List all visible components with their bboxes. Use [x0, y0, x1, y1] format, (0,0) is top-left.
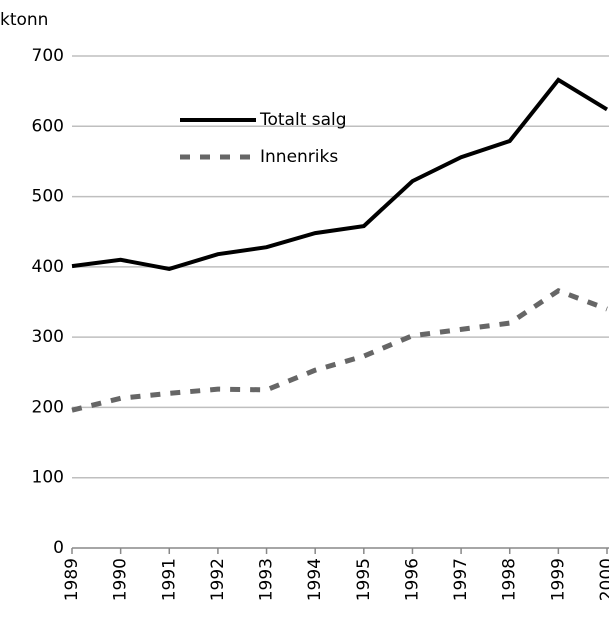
y-tick-label: 700 [32, 46, 64, 66]
y-tick-label: 200 [32, 397, 64, 417]
x-tick-label: 1989 [62, 558, 82, 601]
y-tick-label: 400 [32, 257, 64, 277]
y-tick-label: 300 [32, 327, 64, 347]
y-tick-label: 0 [53, 538, 64, 558]
legend-label: Innenriks [260, 147, 338, 167]
x-tick-label: 1991 [159, 558, 179, 601]
series-line [71, 287, 608, 413]
x-tick-label: 1996 [402, 558, 422, 601]
y-tick-label: 600 [32, 116, 64, 136]
x-tick-label: 1993 [257, 558, 277, 601]
y-tick-label: 100 [32, 468, 64, 488]
x-tick-label: 1997 [451, 558, 471, 601]
x-tick-label: 1998 [500, 558, 520, 601]
x-tick-label: 1990 [111, 558, 131, 601]
x-tick-label: 1995 [354, 558, 374, 601]
x-tick-label: 1994 [305, 558, 325, 601]
series-line [71, 77, 609, 272]
x-tick-label: 1992 [208, 558, 228, 601]
x-tick-label: 1999 [548, 558, 568, 601]
y-tick-label: 500 [32, 187, 64, 207]
legend-label: Totalt salg [259, 110, 347, 130]
y-axis-label: ktonn [0, 10, 48, 30]
x-tick-label: 2000 [597, 558, 609, 601]
